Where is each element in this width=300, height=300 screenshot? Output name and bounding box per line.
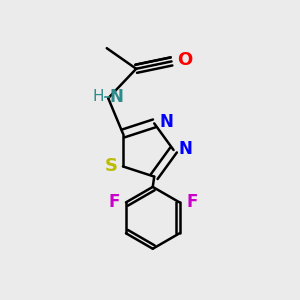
Text: N: N [110,88,124,106]
Text: F: F [108,193,119,211]
Text: O: O [177,51,192,69]
Text: N: N [160,113,173,131]
Text: N: N [179,140,193,158]
Text: F: F [186,193,197,211]
Text: S: S [105,157,118,175]
Text: H: H [92,89,104,104]
